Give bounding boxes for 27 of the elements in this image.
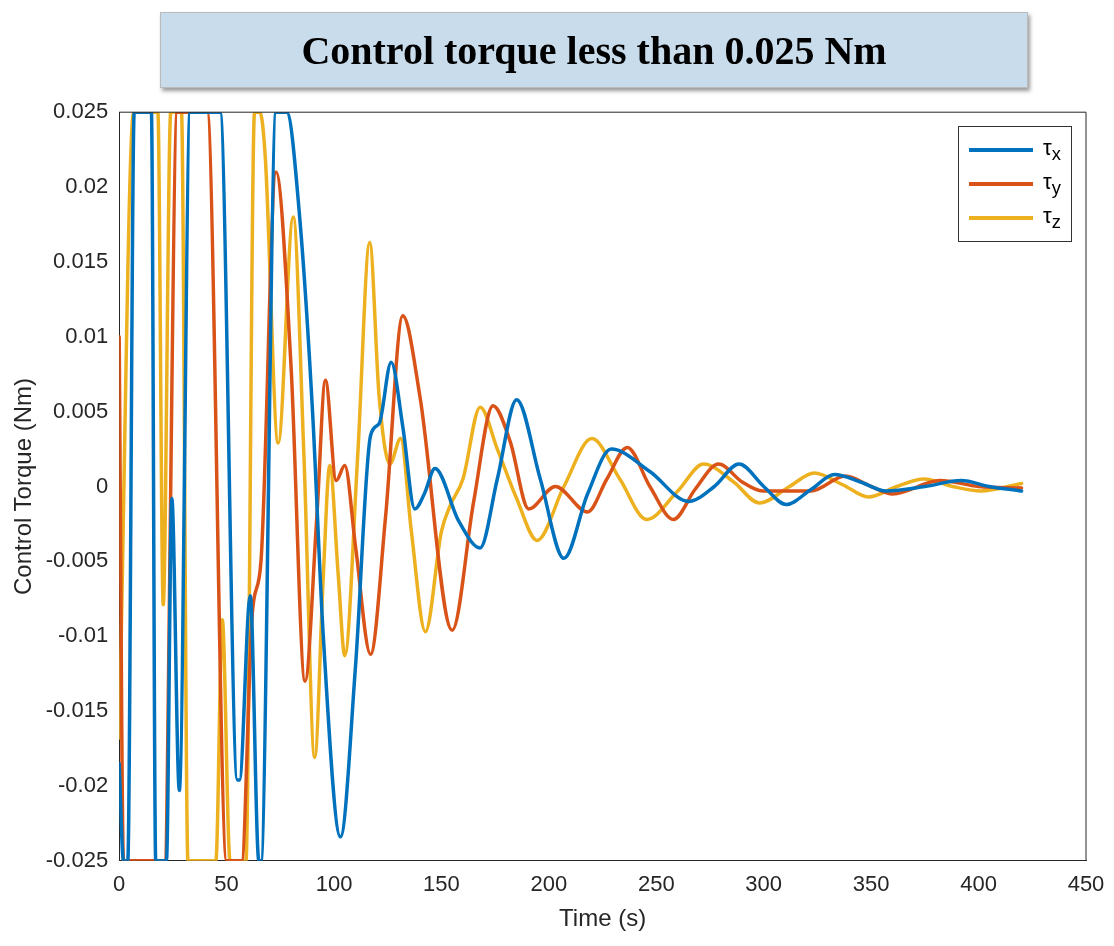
chart-title: Control torque less than 0.025 Nm [160, 12, 1028, 88]
x-tick-label: 50 [214, 871, 239, 897]
y-tick-label: -0.01 [58, 622, 109, 648]
x-tick-label: 150 [423, 871, 460, 897]
x-tick-label: 100 [315, 871, 353, 897]
x-tick-label: 300 [745, 871, 783, 897]
x-tick-label: 200 [530, 871, 568, 897]
y-tick-label: 0.005 [53, 397, 109, 423]
y-tick-label: -0.02 [58, 772, 109, 797]
y-axis-title: Control Torque (Nm) [9, 378, 37, 595]
y-tick-label: 0.01 [65, 322, 109, 348]
x-tick-label: 450 [1067, 871, 1105, 897]
y-tick-label: 0.02 [65, 173, 109, 199]
x-tick-label: 0 [113, 871, 126, 897]
y-tick-label: -0.005 [45, 547, 109, 573]
y-tick-label: 0 [95, 472, 109, 498]
x-axis-title: Time (s) [559, 904, 647, 932]
legend-label: τ$_{y}$ [1043, 168, 1061, 200]
y-tick-label: 0.025 [53, 98, 109, 124]
y-tick-label: -0.025 [45, 846, 109, 872]
x-tick-label: 250 [637, 871, 675, 897]
x-tick-label: 400 [960, 871, 997, 897]
x-tick-label: 350 [852, 871, 890, 897]
legend-label: τ$_{z}$ [1043, 202, 1061, 234]
legend-label: τ$_{x}$ [1043, 134, 1061, 166]
y-tick-label: -0.015 [45, 697, 109, 723]
y-tick-label: 0.015 [53, 247, 109, 273]
